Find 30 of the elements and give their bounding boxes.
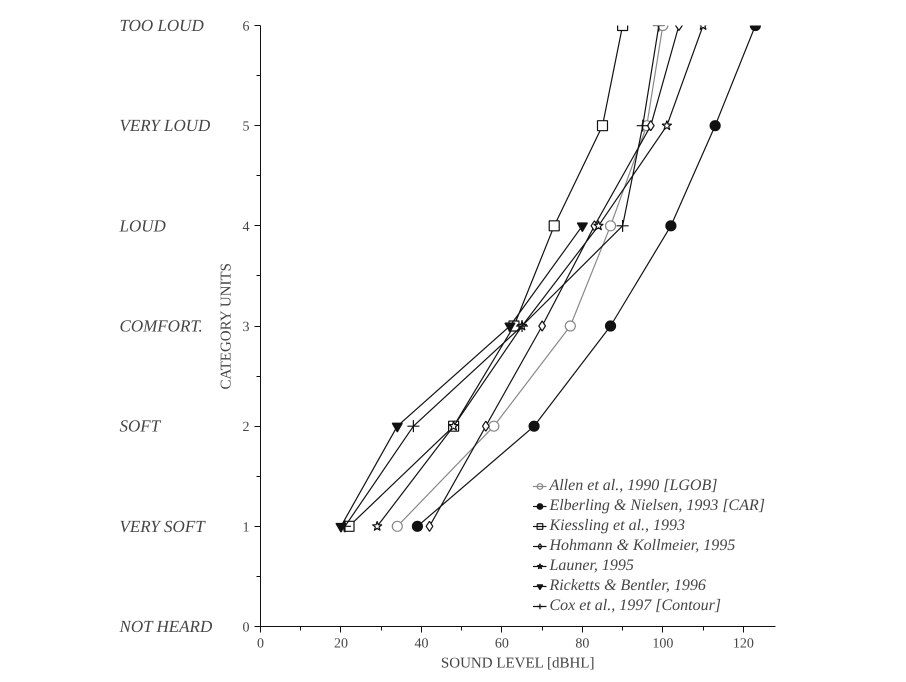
y-tick-label: 1 [242, 520, 250, 536]
legend-label: Cox et al., 1997 [Contour] [549, 597, 722, 615]
y-tick-label: 5 [242, 120, 250, 135]
legend-label: Allen et al., 1990 [LGOB] [549, 477, 718, 495]
x-axis-title: SOUND LEVEL [dBHL] [440, 656, 595, 672]
x-tick-label: 20 [334, 636, 348, 652]
legend-label: Launer, 1995 [549, 557, 634, 575]
category-label: LOUD [120, 216, 166, 236]
category-label: SOFT [120, 416, 160, 436]
x-tick-label: 60 [494, 636, 509, 652]
legend-label: Ricketts & Bentler, 1996 [549, 577, 706, 595]
category-label: NOT HEARD [120, 617, 212, 636]
category-label: VERY LOUD [120, 116, 210, 136]
y-tick-label: 6 [242, 20, 250, 34]
y-tick-label: 2 [242, 420, 250, 436]
x-tick-label: 0 [257, 636, 264, 652]
x-tick-label: 120 [732, 636, 754, 652]
y-tick-label: 4 [242, 220, 250, 235]
x-tick-label: 80 [575, 636, 590, 652]
y-tick-label: 0 [242, 620, 250, 636]
category-label: TOO LOUD [120, 16, 204, 35]
y-tick-label: 3 [242, 320, 250, 335]
category-label: COMFORT. [120, 316, 203, 336]
x-tick-label: 40 [414, 636, 428, 652]
y-axis-title: CATEGORY UNITS [218, 263, 234, 390]
legend-label: Hohmann & Kollmeier, 1995 [549, 537, 736, 555]
x-tick-label: 100 [652, 636, 674, 652]
legend-label: Kiessling et al., 1993 [549, 517, 686, 535]
legend-label: Elberling & Nielsen, 1993 [CAR] [549, 497, 765, 515]
category-label: VERY SOFT [120, 516, 205, 536]
